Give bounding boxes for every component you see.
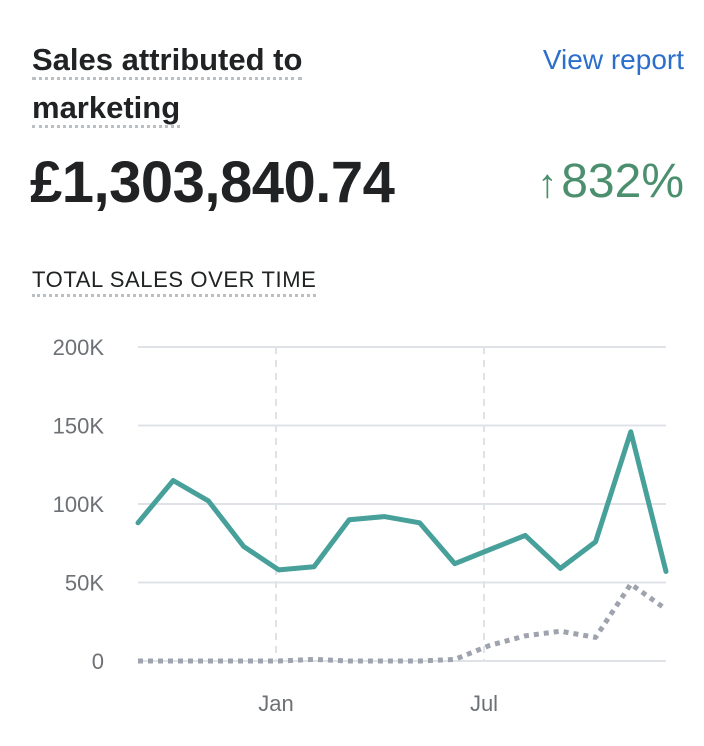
change-indicator: ↑832% (537, 152, 684, 214)
x-tick-label: Jul (470, 691, 498, 716)
sales-line-chart: 0 50K 100K 150K 200K Jan Jul (0, 320, 704, 730)
view-report-link[interactable]: View report (543, 40, 684, 80)
y-tick-label: 100K (53, 492, 105, 517)
x-tick-label: Jan (258, 691, 293, 716)
comparison-series-line (138, 584, 666, 661)
y-tick-label: 200K (53, 335, 105, 360)
sales-series-line (138, 432, 666, 572)
y-tick-label: 0 (92, 649, 104, 674)
change-percentage: 832% (561, 155, 684, 208)
chart-section-title: TOTAL SALES OVER TIME (32, 264, 316, 296)
y-tick-label: 50K (65, 571, 104, 596)
arrow-up-icon: ↑ (537, 162, 557, 206)
y-tick-label: 150K (53, 414, 105, 439)
chart-title: Sales attributed to marketing (32, 36, 352, 132)
total-sales-value: £1,303,840.74 (30, 150, 394, 216)
